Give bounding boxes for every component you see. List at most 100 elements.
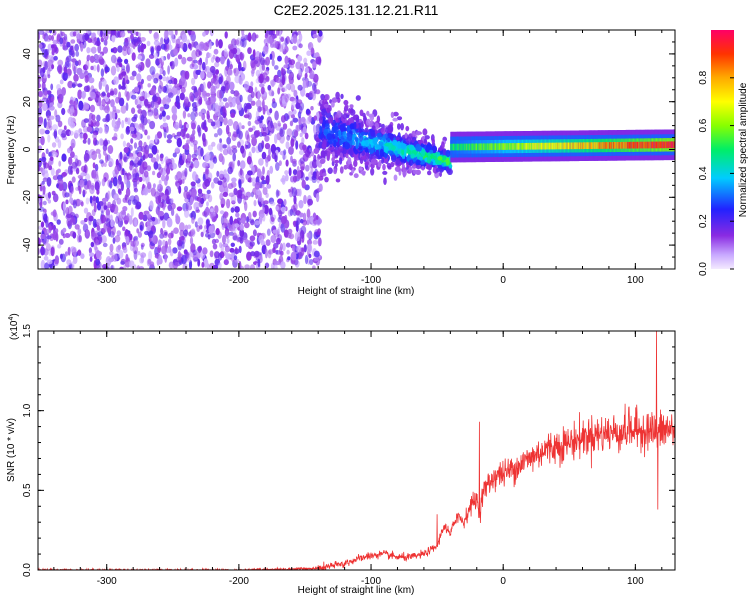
heatmap-cell xyxy=(327,117,334,124)
heatmap-cell xyxy=(593,142,595,149)
heatmap-cell xyxy=(304,132,309,140)
heatmap-cell xyxy=(144,129,148,136)
heatmap-cell xyxy=(38,116,44,124)
colorbar: 0.00.20.40.60.8 Normalized spectral ampl… xyxy=(698,30,749,276)
heatmap-cell xyxy=(245,240,251,248)
heatmap-cell xyxy=(61,107,66,116)
heatmap-cell xyxy=(189,134,196,143)
heatmap-cell xyxy=(536,142,538,150)
heatmap-cell xyxy=(51,64,55,70)
heatmap-cell xyxy=(518,143,520,150)
heatmap-cell xyxy=(109,180,113,189)
heatmap-cell xyxy=(171,113,178,122)
heatmap-cell xyxy=(382,163,386,171)
heatmap-cell xyxy=(172,247,178,254)
heatmap-cell xyxy=(136,73,142,82)
heatmap-cell xyxy=(635,141,638,149)
heatmap-cell xyxy=(628,141,630,149)
heatmap-cell xyxy=(158,210,165,217)
heatmap-cell xyxy=(153,40,160,46)
heatmap-cell xyxy=(183,185,189,192)
heatmap-cell xyxy=(490,143,493,150)
heatmap-cell xyxy=(587,142,589,149)
heatmap-cell xyxy=(110,99,115,108)
heatmap-cell xyxy=(131,133,137,139)
heatmap-cell xyxy=(202,81,206,91)
heatmap-cell xyxy=(516,143,519,150)
heatmap-cell xyxy=(69,99,74,105)
heatmap-cell xyxy=(74,158,79,167)
heatmap-cell xyxy=(265,239,271,247)
heatmap-cell xyxy=(574,142,576,150)
heatmap-cell xyxy=(288,110,293,117)
heatmap-cell xyxy=(261,126,265,135)
heatmap-cell xyxy=(253,199,257,207)
heatmap-cell xyxy=(206,189,211,195)
heatmap-cell xyxy=(651,141,653,149)
heatmap-cell xyxy=(92,65,97,72)
heatmap-cell xyxy=(307,243,313,254)
y-tick-label: 1.0 xyxy=(22,403,33,417)
colorbar-tick-label: 0.2 xyxy=(698,214,709,228)
heatmap-cell xyxy=(137,32,142,38)
heatmap-cell xyxy=(234,39,240,46)
heatmap-cell xyxy=(42,200,47,206)
heatmap-cell xyxy=(77,89,83,100)
heatmap-cell xyxy=(150,157,157,163)
heatmap-cell xyxy=(263,204,269,215)
heatmap-cell xyxy=(109,243,114,252)
heatmap-cell xyxy=(387,137,391,142)
heatmap-cell xyxy=(297,84,303,91)
heatmap-cell xyxy=(331,97,338,103)
heatmap-cell xyxy=(135,123,139,128)
heatmap-cell xyxy=(581,142,583,150)
heatmap-cell xyxy=(280,67,284,76)
heatmap-cell xyxy=(323,103,329,108)
snr-scale-prefix: (x10 xyxy=(9,320,20,340)
heatmap-cell xyxy=(251,32,257,42)
heatmap-cell xyxy=(328,145,334,151)
heatmap-cell xyxy=(120,210,127,215)
heatmap-cell xyxy=(41,156,47,162)
heatmap-cell xyxy=(565,142,567,150)
snr-scale-exp: 4 xyxy=(8,317,15,321)
heatmap-cell xyxy=(662,141,664,149)
heatmap-cell xyxy=(280,115,286,123)
heatmap-cell xyxy=(185,133,190,139)
heatmap-cell xyxy=(121,120,125,129)
heatmap-cell xyxy=(528,142,530,150)
heatmap-cell xyxy=(149,66,156,75)
heatmap-cell xyxy=(269,108,273,114)
heatmap-cell xyxy=(61,87,66,96)
heatmap-cell xyxy=(468,143,470,151)
heatmap-cell xyxy=(166,115,171,120)
heatmap-cell xyxy=(248,127,254,133)
heatmap-cell xyxy=(40,136,45,146)
heatmap-cell xyxy=(424,135,430,140)
heatmap-cell xyxy=(251,62,257,71)
heatmap-cell xyxy=(210,121,216,127)
heatmap-cell xyxy=(211,141,216,147)
heatmap-cell xyxy=(84,74,89,84)
heatmap-cell xyxy=(588,142,590,149)
heatmap-cell xyxy=(612,142,614,149)
heatmap-cell xyxy=(387,124,394,133)
x-tick-label: 0 xyxy=(500,576,506,587)
heatmap-cell xyxy=(408,144,414,151)
heatmap-cell xyxy=(189,236,194,245)
heatmap-cell xyxy=(54,109,58,118)
heatmap-cell xyxy=(513,143,515,150)
heatmap-cell xyxy=(80,253,85,259)
heatmap-cell xyxy=(288,167,292,177)
heatmap-cell xyxy=(205,233,209,238)
heatmap-cell xyxy=(375,149,380,157)
heatmap-cell xyxy=(526,143,528,150)
heatmap-cell xyxy=(234,248,240,255)
heatmap-cell xyxy=(198,98,202,105)
heatmap-cell xyxy=(72,199,77,209)
heatmap-cell xyxy=(450,143,452,151)
heatmap-cell xyxy=(38,157,42,168)
heatmap-cell xyxy=(349,163,353,171)
heatmap-cell xyxy=(298,68,302,76)
heatmap-cell xyxy=(83,85,90,93)
